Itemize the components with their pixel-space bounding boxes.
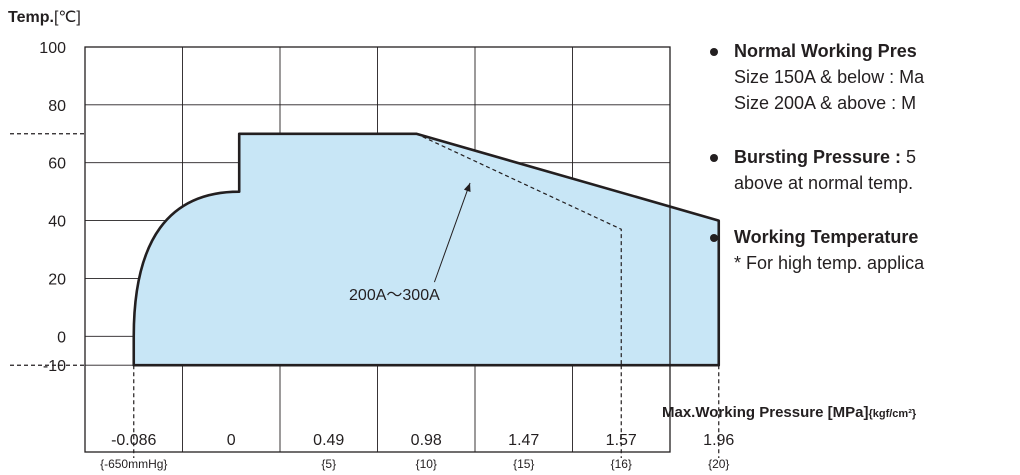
- x-axis-label: Max.Working Pressure [MPa]{kgf/cm²}: [662, 404, 917, 421]
- note-line: Size 150A & below : Ma: [734, 64, 1020, 90]
- series-200a-300a-label: 200A～300A: [349, 287, 440, 304]
- y-tick-labels: 100 80 60 40 20 0 -10: [39, 40, 66, 375]
- x-tick-sublabel: {20}: [708, 457, 729, 471]
- note-heading: Bursting Pressure :: [734, 147, 901, 167]
- note-line: Size 200A & above : M: [734, 90, 1020, 116]
- working-region-area: [134, 134, 719, 365]
- note-heading: Working Temperature: [734, 224, 1020, 250]
- x-tick-label: 1.47: [508, 432, 539, 449]
- y-tick-label: 60: [48, 156, 66, 173]
- bullet-icon: [710, 154, 718, 162]
- note-working-temperature: Working Temperature * For high temp. app…: [710, 224, 1020, 276]
- y-tick-label: 80: [48, 98, 66, 115]
- bullet-icon: [710, 234, 718, 242]
- x-axis-label-unit: {kgf/cm²}: [868, 408, 916, 420]
- x-axis-label-main: Max.Working Pressure [MPa]: [662, 404, 868, 421]
- x-tick-label: 1.57: [606, 432, 637, 449]
- x-tick-label: 0: [227, 432, 236, 449]
- x-tick-sublabel: {10}: [416, 457, 437, 471]
- x-tick-sublabel: {15}: [513, 457, 534, 471]
- spec-notes: Normal Working Pres Size 150A & below : …: [710, 38, 1020, 304]
- note-line: above at normal temp.: [734, 170, 1020, 196]
- x-tick-sublabel: {5}: [321, 457, 336, 471]
- note-heading: Normal Working Pres: [734, 38, 1020, 64]
- y-tick-label: 20: [48, 271, 66, 288]
- y-axis-label-main: Temp.: [8, 9, 54, 26]
- note-line: * For high temp. applica: [734, 250, 1020, 276]
- x-tick-label: 1.96: [703, 432, 734, 449]
- x-tick-label: 0.49: [313, 432, 344, 449]
- y-tick-label: 0: [57, 329, 66, 346]
- y-tick-label: 40: [48, 214, 66, 231]
- bullet-icon: [710, 48, 718, 56]
- note-bursting-pressure: Bursting Pressure : 5 above at normal te…: [710, 144, 1020, 196]
- y-axis-label-unit: [℃]: [54, 9, 81, 26]
- working-region: [134, 134, 719, 365]
- x-tick-label: 0.98: [411, 432, 442, 449]
- x-tick-sublabel: {16}: [611, 457, 632, 471]
- y-axis-label: Temp.[℃]: [8, 9, 81, 26]
- y-tick-label: 100: [39, 40, 66, 57]
- x-tick-sublabel: {-650mmHg}: [100, 457, 167, 471]
- x-tick-label: -0.086: [111, 432, 156, 449]
- note-working-pressure: Normal Working Pres Size 150A & below : …: [710, 38, 1020, 116]
- note-heading-value: 5: [901, 147, 916, 167]
- y-tick-label: -10: [43, 358, 66, 375]
